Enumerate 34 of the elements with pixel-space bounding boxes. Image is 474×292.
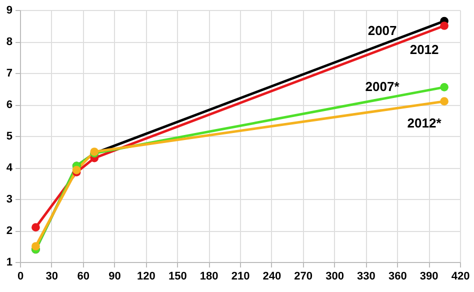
point <box>32 223 40 232</box>
x-tick-label: 210 <box>231 270 250 282</box>
series-label: 2012* <box>407 115 442 130</box>
x-tick-label: 90 <box>108 270 121 282</box>
point <box>72 166 81 174</box>
x-tick-label: 150 <box>168 270 187 282</box>
y-tick-label: 3 <box>6 194 12 206</box>
y-tick-label: 2 <box>6 225 12 237</box>
x-tick-label: 60 <box>77 270 90 282</box>
x-tick-label: 0 <box>17 270 24 282</box>
x-tick-label: 30 <box>46 270 58 282</box>
y-tick-label: 4 <box>6 162 14 174</box>
y-tick-label: 8 <box>6 36 12 48</box>
x-tick-label: 390 <box>420 270 438 282</box>
x-tick-label: 240 <box>262 270 282 282</box>
y-tick-label: 5 <box>6 130 12 142</box>
y-tick-label: 1 <box>6 256 12 268</box>
x-tick-label: 420 <box>451 270 470 282</box>
point <box>440 97 448 106</box>
series-label: 2007* <box>365 79 400 94</box>
x-tick-label: 270 <box>294 270 313 282</box>
point <box>440 83 448 92</box>
x-tick-label: 330 <box>357 270 376 282</box>
x-tick-label: 360 <box>388 270 407 282</box>
series-label: 2012 <box>410 42 439 57</box>
x-tick-label: 180 <box>200 270 218 282</box>
y-tick-label: 6 <box>6 99 12 111</box>
series-label: 2007 <box>368 23 397 38</box>
x-tick-label: 300 <box>326 270 344 282</box>
y-tick-label: 7 <box>6 68 12 80</box>
y-tick-label: 9 <box>6 4 12 16</box>
point <box>32 242 40 250</box>
x-tick-label: 120 <box>137 270 156 282</box>
point <box>440 22 448 30</box>
